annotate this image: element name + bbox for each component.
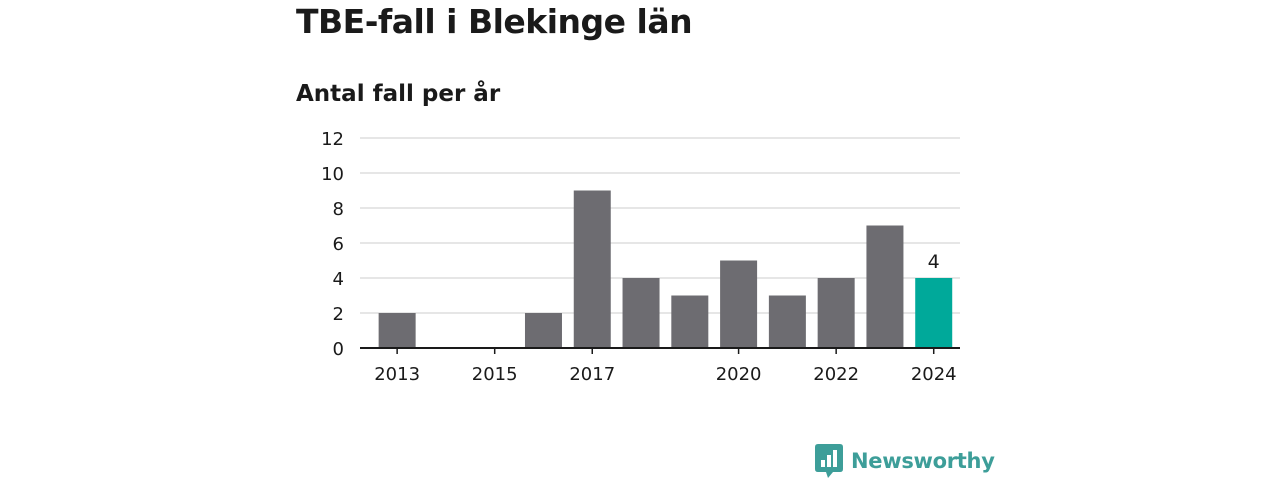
data-labels: 4 bbox=[928, 251, 940, 273]
bar-chart-speech-bubble-icon bbox=[815, 444, 843, 478]
grid-lines bbox=[360, 137, 960, 314]
data-label: 4 bbox=[928, 251, 940, 273]
bar-2019 bbox=[671, 295, 709, 348]
brand-logo: Newsworthy bbox=[815, 444, 995, 478]
x-axis-ticks: 2013 2015 2017 2020 2022 2024 bbox=[374, 348, 957, 385]
bar-chart: 0 2 4 6 8 10 12 2013 2015 2017 2020 2022 2024 4 bbox=[321, 129, 960, 385]
x-tick-label: 2015 bbox=[472, 364, 518, 385]
x-tick-label: 2020 bbox=[716, 364, 762, 385]
bar-2021 bbox=[768, 295, 806, 348]
y-tick-label: 0 bbox=[333, 339, 344, 360]
bar-2018 bbox=[622, 278, 660, 348]
x-tick-label: 2013 bbox=[374, 364, 420, 385]
bar-2013 bbox=[378, 313, 416, 348]
y-tick-label: 4 bbox=[333, 269, 344, 290]
x-tick-label: 2022 bbox=[813, 364, 859, 385]
y-tick-label: 6 bbox=[333, 234, 344, 255]
y-tick-label: 10 bbox=[321, 164, 344, 185]
y-tick-label: 8 bbox=[333, 199, 344, 220]
bars bbox=[378, 190, 953, 348]
bar-2020 bbox=[720, 260, 758, 348]
bar-2024 bbox=[915, 278, 953, 348]
brand-name: Newsworthy bbox=[851, 449, 995, 473]
bar-2022 bbox=[817, 278, 855, 348]
x-tick-label: 2024 bbox=[911, 364, 957, 385]
chart-subtitle: Antal fall per år bbox=[296, 81, 501, 107]
y-tick-label: 2 bbox=[333, 304, 344, 325]
x-tick-label: 2017 bbox=[569, 364, 615, 385]
bar-2017 bbox=[573, 190, 611, 348]
y-tick-label: 12 bbox=[321, 129, 344, 150]
y-axis-ticks: 0 2 4 6 8 10 12 bbox=[321, 129, 344, 360]
chart-title: TBE-fall i Blekinge län bbox=[296, 2, 693, 41]
bar-2023 bbox=[866, 225, 904, 348]
bar-2016 bbox=[524, 313, 562, 348]
